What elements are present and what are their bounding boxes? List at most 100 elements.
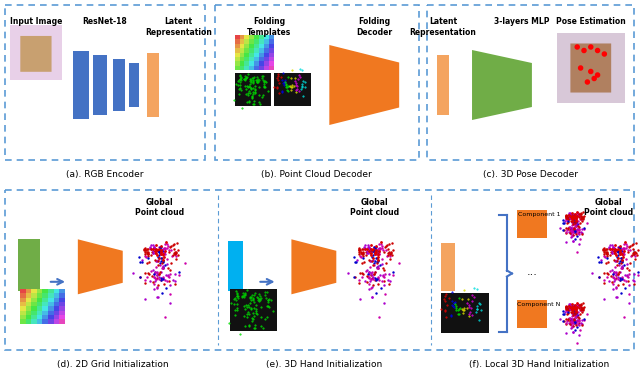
Polygon shape [291,239,336,294]
Circle shape [586,80,589,84]
Bar [60,298,65,302]
Bar [255,48,259,53]
Bar [269,44,275,48]
Bar [269,40,275,44]
Bar [36,289,42,293]
Bar [244,53,250,57]
Bar [60,306,65,311]
Bar [269,61,275,66]
Bar [250,40,255,44]
Bar [250,44,255,48]
Bar [129,63,139,107]
Bar [26,306,31,311]
Bar [113,59,125,111]
Bar [31,306,36,311]
Bar [42,293,48,298]
Bar [255,44,259,48]
Bar [244,40,250,44]
Bar [230,289,277,331]
Bar [264,35,269,40]
Bar [42,302,48,306]
Bar [239,66,244,70]
Bar [31,311,36,315]
Text: (e). 3D Hand Initialization: (e). 3D Hand Initialization [266,360,383,369]
Bar [244,35,250,40]
Bar [54,319,60,324]
Bar [36,311,42,315]
Bar [234,61,239,66]
Text: Component 1: Component 1 [518,212,560,217]
Bar [244,44,250,48]
Bar [259,61,264,66]
Bar [48,315,54,319]
Bar [239,44,244,48]
Bar [264,57,269,61]
FancyBboxPatch shape [570,44,611,93]
Bar [244,57,250,61]
Circle shape [602,52,606,56]
Polygon shape [78,239,123,294]
Bar [239,61,244,66]
Bar [36,302,42,306]
Circle shape [596,73,600,77]
Bar [275,73,312,106]
Bar [36,293,42,298]
Bar [437,55,449,115]
Bar [48,298,54,302]
Bar [42,311,48,315]
Bar [93,55,107,115]
Text: (a). RGB Encoder: (a). RGB Encoder [66,170,143,179]
Bar [250,35,255,40]
Bar [269,57,275,61]
Bar [269,35,275,40]
Text: Folding
Decoder: Folding Decoder [356,17,392,37]
Bar [26,315,31,319]
Text: (f). Local 3D Hand Initialization: (f). Local 3D Hand Initialization [468,360,609,369]
Bar [239,57,244,61]
Bar [250,53,255,57]
Bar [228,241,243,291]
Bar [250,61,255,66]
Bar [31,315,36,319]
Circle shape [575,45,579,49]
Text: (d). 2D Grid Initialization: (d). 2D Grid Initialization [57,360,168,369]
Bar [60,293,65,298]
Bar [255,40,259,44]
Bar [48,306,54,311]
Bar [234,66,239,70]
Bar [259,40,264,44]
Polygon shape [472,50,532,120]
Bar [54,293,60,298]
Bar [264,53,269,57]
Bar [60,315,65,319]
Bar [269,66,275,70]
Bar [557,33,625,103]
Bar [255,61,259,66]
Bar [264,61,269,66]
Bar [250,66,255,70]
Bar [239,35,244,40]
Circle shape [589,45,593,49]
Bar [234,48,239,53]
Bar [234,40,239,44]
Bar [259,66,264,70]
Bar [250,48,255,53]
Text: Global
Point cloud: Global Point cloud [584,198,634,217]
Bar [269,53,275,57]
Bar [234,73,271,106]
Bar [234,35,239,40]
Bar [239,48,244,53]
Circle shape [582,48,586,53]
Bar [250,57,255,61]
Text: Folding
Templates: Folding Templates [247,17,292,37]
Bar [255,53,259,57]
Bar [48,293,54,298]
Bar [255,66,259,70]
Bar [441,243,455,291]
Circle shape [596,48,600,53]
Bar [517,210,547,238]
Bar [18,239,40,291]
Bar [147,53,159,117]
Bar [244,61,250,66]
Bar [54,306,60,311]
